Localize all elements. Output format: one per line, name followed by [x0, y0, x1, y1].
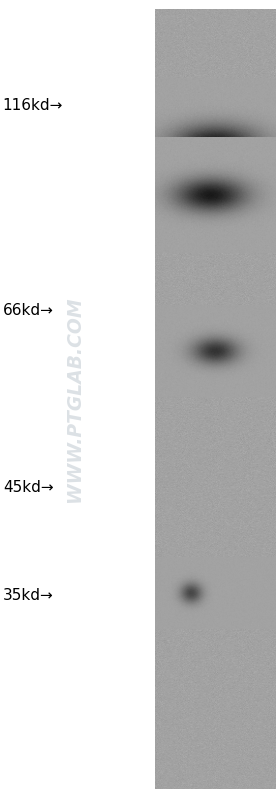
Text: WWW.PTGLAB.COM: WWW.PTGLAB.COM — [65, 296, 84, 503]
Text: 116kd→: 116kd→ — [3, 98, 63, 113]
Text: 35kd→: 35kd→ — [3, 588, 53, 602]
Text: 66kd→: 66kd→ — [3, 303, 54, 317]
Text: 45kd→: 45kd→ — [3, 480, 53, 495]
